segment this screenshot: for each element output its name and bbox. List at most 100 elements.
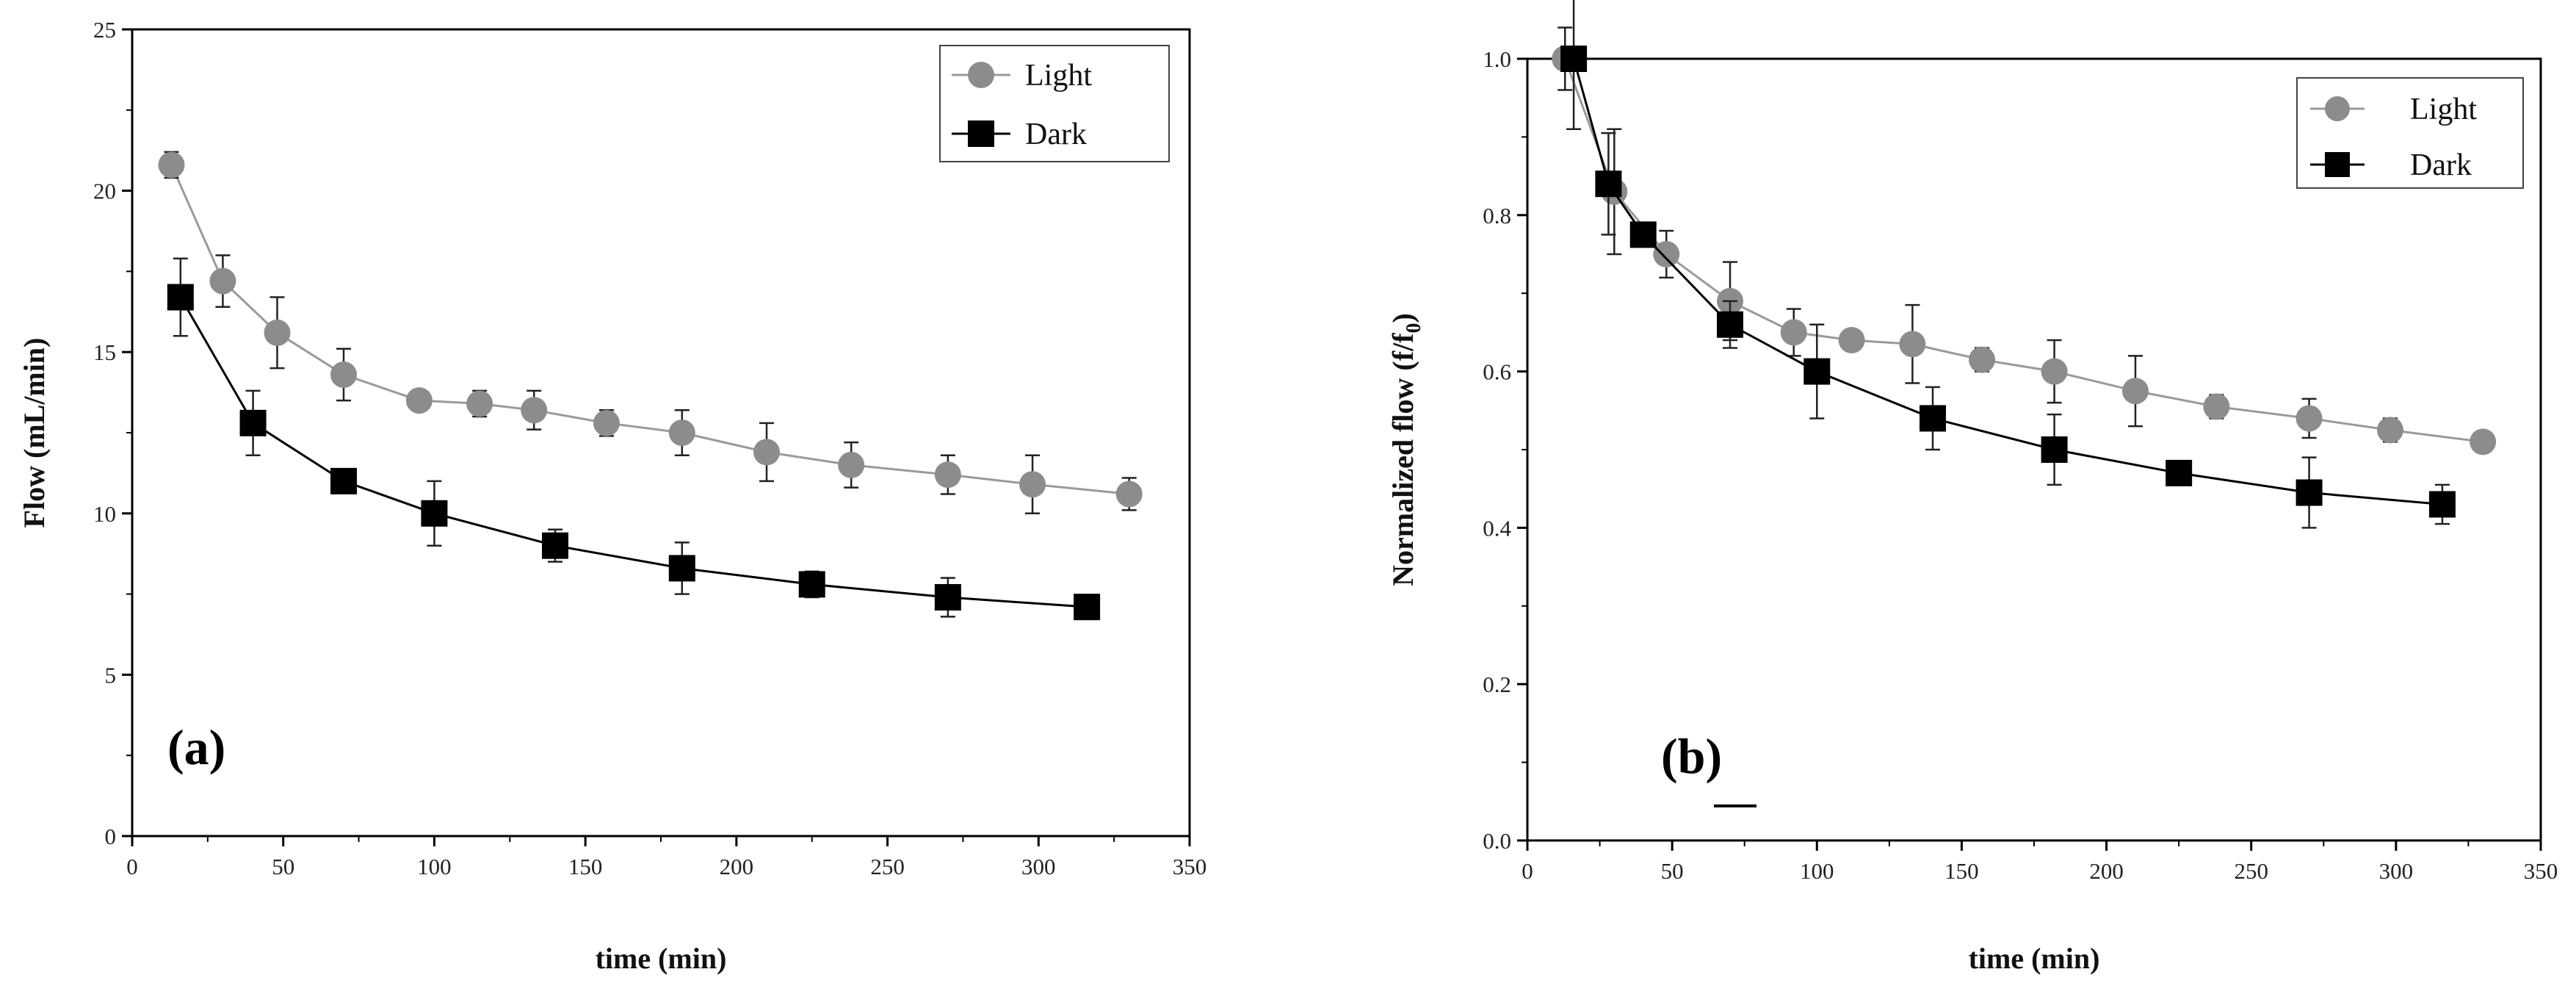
legend-label-light-a: Light [1025,59,1092,93]
y-ticks-b: 0.0 0.2 0.4 0.6 0.8 1.0 [1483,46,1527,854]
data-point-dark-a [542,532,568,559]
y-axis-label-b-sub: 0 [1403,323,1425,333]
data-point-light-a [668,420,695,446]
legend-marker-light-a [968,62,994,88]
data-point-dark-a [239,409,267,436]
data-point-light-b [1780,319,1807,346]
data-point-light-a [330,361,357,388]
x-tick-label-b: 0 [1522,858,1533,884]
x-tick-label-a: 300 [1021,854,1056,879]
x-ticks-b: 0 50 100 150 200 250 300 350 [1522,840,2558,884]
data-point-light-b [1653,241,1680,267]
data-point-dark-b [1595,170,1622,198]
data-point-light-a [593,409,620,436]
data-point-light-b [2376,417,2403,444]
y-tick-label-b: 0.6 [1483,359,1511,385]
data-point-dark-b [2041,436,2068,463]
y-tick-label-b: 0.8 [1483,203,1511,228]
data-point-dark-a [1074,594,1101,621]
data-point-light-b [1838,327,1865,354]
x-tick-label-b: 350 [2524,858,2558,884]
data-point-light-b [2041,358,2068,385]
y-ticks-a: 0 5 10 15 20 25 [93,17,132,849]
y-axis-label-b-end: ) [1386,313,1419,323]
y-axis-label-a: Flow (mL/min) [18,338,51,528]
data-point-light-a [209,267,236,295]
series-line-dark-a [179,296,1088,608]
series-line-light-a [170,164,1129,495]
data-point-light-a [158,151,185,179]
y-tick-label-a: 10 [93,501,116,527]
data-point-light-b [1969,346,1996,373]
legend-marker-dark-a [968,120,994,147]
y-tick-label-a: 25 [93,17,116,43]
panel-label-b: (b) [1661,728,1722,784]
data-point-dark-a [798,571,825,598]
data-point-light-b [1899,331,1926,358]
x-tick-label-b: 250 [2234,858,2268,884]
legend-label-dark-b: Dark [2410,148,2472,182]
legend-b: Light Dark [2296,77,2524,189]
data-point-dark-b [1920,405,1946,432]
data-point-dark-b [2428,491,2456,518]
x-tick-label-b: 200 [2089,858,2124,884]
data-point-light-a [264,319,291,346]
data-point-dark-a [934,583,961,611]
data-point-light-a [466,390,493,417]
x-axis-label-a: time (min) [596,942,727,975]
x-tick-label-b: 150 [1944,858,1979,884]
data-point-light-a [1019,471,1046,498]
data-point-dark-b [1717,311,1743,338]
y-tick-label-a: 0 [105,824,117,849]
panel-b: 0 50 100 150 200 250 300 350 0.0 0.2 0.4 0.6 0.8 1.0… [1386,0,2558,975]
y-tick-label-b: 1.0 [1483,46,1511,72]
series-layer-b [1552,0,2497,529]
data-point-dark-a [421,500,448,527]
legend-marker-dark-b [2325,152,2350,177]
data-point-dark-b [1560,46,1588,72]
y-tick-label-b: 0.2 [1483,671,1511,697]
legend-label-dark-a: Dark [1025,118,1087,151]
data-point-light-a [934,461,961,489]
data-point-dark-a [668,555,695,582]
x-tick-label-a: 50 [272,854,294,879]
panel-a: 0 50 100 150 200 250 300 350 0 5 10 15 20 25 time (m… [18,17,1206,975]
x-tick-label-a: 350 [1173,854,1207,879]
y-axis-label-b: Normalized flow (f/f0) [1386,313,1425,586]
y-tick-label-b: 0.4 [1483,515,1511,541]
y-axis-label-b-main: Normalized flow (f/f [1386,333,1419,586]
legend-a: Light Dark [939,45,1170,162]
y-tick-label-a: 15 [93,339,116,365]
legend-label-light-b: Light [2410,93,2477,126]
data-point-dark-b [1629,221,1657,248]
data-point-light-b [2203,393,2230,420]
x-tick-label-b: 300 [2379,858,2414,884]
data-point-light-b [2122,378,2149,405]
data-point-light-a [1115,480,1143,508]
data-point-dark-a [167,284,194,311]
x-tick-label-a: 100 [417,854,452,879]
data-point-light-a [753,439,780,466]
series-line-dark-b [1572,58,2443,505]
legend-marker-light-b [2325,96,2350,121]
x-tick-label-a: 250 [870,854,905,879]
y-tick-label-a: 5 [105,662,117,688]
y-tick-label-b: 0.0 [1483,828,1511,854]
data-point-dark-b [2295,479,2323,506]
data-point-light-b [2470,428,2497,456]
y-tick-label-a: 20 [93,179,116,204]
data-point-dark-b [1803,358,1831,385]
data-point-light-a [838,451,865,478]
data-point-light-a [405,387,433,414]
x-tick-label-a: 200 [720,854,754,879]
x-ticks-a: 0 50 100 150 200 250 300 350 [126,836,1206,879]
x-tick-label-a: 150 [568,854,603,879]
x-tick-label-a: 0 [126,854,138,879]
data-point-light-b [2295,405,2323,432]
data-point-dark-b [2166,459,2193,486]
data-point-dark-a [330,467,357,494]
x-axis-label-b: time (min) [1969,942,2100,975]
x-tick-label-b: 100 [1800,858,1834,884]
data-point-light-a [521,397,548,424]
